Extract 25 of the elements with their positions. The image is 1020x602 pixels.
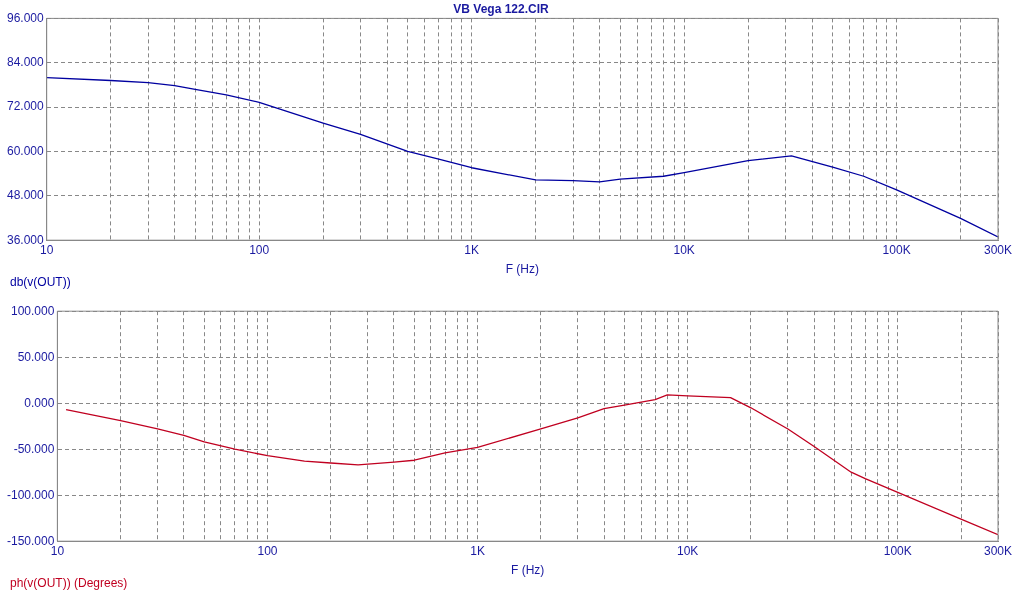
x-tick-label: 1K <box>464 242 480 257</box>
text: db(v(OUT)) <box>10 275 71 290</box>
y-tick-label: 0.000 <box>24 395 55 410</box>
y-tick-label: -100.000 <box>7 487 55 502</box>
y-tick-label: 100.000 <box>10 303 55 318</box>
x-tick-label: 10K <box>676 543 699 558</box>
x-tick-label: 100K <box>883 543 912 558</box>
x-tick-label: 1K <box>470 543 485 558</box>
y-tick-label: 50.000 <box>17 349 55 364</box>
x-tick-label: 100 <box>249 242 270 257</box>
y-tick-label: 72.000 <box>7 99 45 114</box>
y-tick-label: 96.000 <box>7 10 45 25</box>
x-tick-label: 300K <box>983 543 1013 558</box>
y-tick-label: 48.000 <box>7 188 45 203</box>
x-tick-label: 100 <box>257 543 278 558</box>
chart-title: VB Vega 122.CIR <box>453 1 550 16</box>
y-tick-label: 60.000 <box>7 143 45 158</box>
x-tick-label: 10K <box>673 242 695 257</box>
x-axis-title: F (Hz) <box>505 262 540 277</box>
x-tick-label: 300K <box>983 242 1013 257</box>
x-tick-label: 100K <box>882 242 911 257</box>
y-tick-label: -50.000 <box>13 441 55 456</box>
text: ph(v(OUT)) (Degrees) <box>10 576 128 591</box>
x-axis-title: F (Hz) <box>511 563 545 578</box>
y-tick-label: 84.000 <box>7 55 45 70</box>
